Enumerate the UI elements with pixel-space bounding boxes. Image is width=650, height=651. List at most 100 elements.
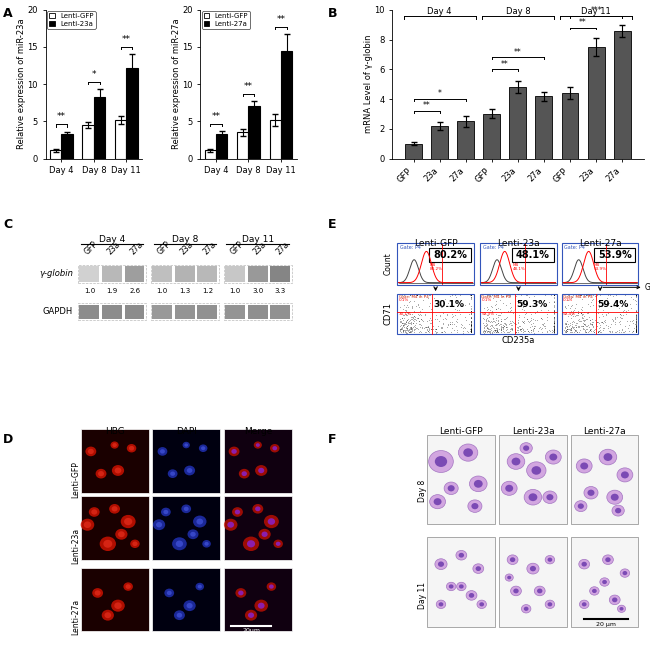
Point (573, 322, 583, 333)
Text: GFP: GFP (645, 283, 650, 292)
Point (497, 322, 508, 332)
Point (401, 302, 411, 312)
Point (415, 319, 425, 329)
Circle shape (258, 468, 265, 473)
Point (542, 312, 552, 322)
Point (578, 317, 588, 327)
Text: Day 8: Day 8 (418, 479, 427, 502)
Point (501, 327, 512, 337)
Circle shape (111, 441, 119, 449)
Point (540, 320, 551, 331)
Point (549, 318, 560, 329)
Point (628, 294, 638, 305)
Point (451, 321, 462, 331)
Point (566, 323, 577, 333)
Point (580, 315, 590, 326)
Point (587, 294, 597, 305)
Point (493, 316, 503, 327)
Point (525, 316, 536, 326)
Point (610, 312, 621, 323)
Point (562, 316, 572, 326)
Point (593, 327, 604, 337)
Circle shape (459, 585, 463, 589)
Point (604, 322, 615, 332)
Point (405, 296, 415, 307)
Point (601, 309, 612, 320)
Point (458, 327, 469, 338)
Bar (562, 243, 638, 284)
Point (425, 318, 436, 329)
Bar (588, 47, 604, 159)
Point (549, 318, 560, 328)
Bar (594, 249, 636, 262)
Point (544, 326, 554, 337)
Point (595, 324, 606, 335)
Y-axis label: Relative expression of miR-23a: Relative expression of miR-23a (17, 19, 26, 150)
Circle shape (243, 536, 259, 551)
Bar (237, 133, 248, 159)
Circle shape (434, 498, 441, 505)
Point (396, 316, 406, 326)
Point (578, 324, 589, 334)
Point (521, 290, 531, 300)
Circle shape (537, 589, 543, 593)
Circle shape (526, 462, 546, 479)
Text: 80.2%: 80.2% (430, 267, 443, 271)
Point (402, 323, 412, 333)
Point (466, 320, 476, 331)
Point (484, 316, 495, 326)
Point (580, 320, 590, 330)
Bar (94, 97, 105, 159)
Point (479, 325, 489, 335)
Point (549, 290, 560, 300)
Point (466, 306, 476, 316)
Point (495, 321, 506, 331)
Point (505, 290, 515, 300)
Point (630, 315, 641, 326)
Point (443, 319, 454, 329)
Point (466, 292, 476, 303)
Point (560, 318, 571, 328)
Bar (78, 303, 146, 320)
Circle shape (190, 532, 196, 536)
Circle shape (103, 540, 112, 547)
Point (605, 326, 616, 337)
Point (406, 312, 417, 322)
Point (544, 325, 554, 335)
Point (404, 309, 415, 320)
Point (499, 307, 510, 318)
Text: 1.9: 1.9 (107, 288, 118, 294)
Point (586, 319, 597, 329)
Point (398, 320, 409, 330)
Point (432, 320, 443, 331)
Point (627, 315, 638, 326)
Point (490, 300, 501, 311)
Point (466, 322, 476, 333)
Point (465, 326, 475, 336)
Point (630, 296, 641, 307)
Point (538, 319, 548, 329)
Point (490, 325, 501, 335)
Point (577, 321, 587, 331)
Circle shape (176, 540, 183, 547)
Point (482, 310, 493, 320)
Point (601, 320, 612, 331)
Circle shape (156, 522, 162, 527)
Point (630, 322, 641, 332)
Point (506, 323, 517, 333)
Point (579, 311, 590, 321)
Point (528, 326, 538, 337)
Point (482, 323, 492, 333)
Circle shape (256, 443, 260, 447)
Point (549, 312, 560, 323)
Point (495, 325, 506, 335)
Circle shape (545, 600, 554, 609)
Point (493, 327, 503, 338)
Point (566, 320, 576, 331)
Point (500, 322, 511, 332)
Point (436, 323, 447, 333)
Text: 20 μm: 20 μm (596, 622, 616, 627)
Point (487, 327, 497, 338)
Point (452, 327, 462, 337)
Text: 1.2: 1.2 (202, 288, 213, 294)
